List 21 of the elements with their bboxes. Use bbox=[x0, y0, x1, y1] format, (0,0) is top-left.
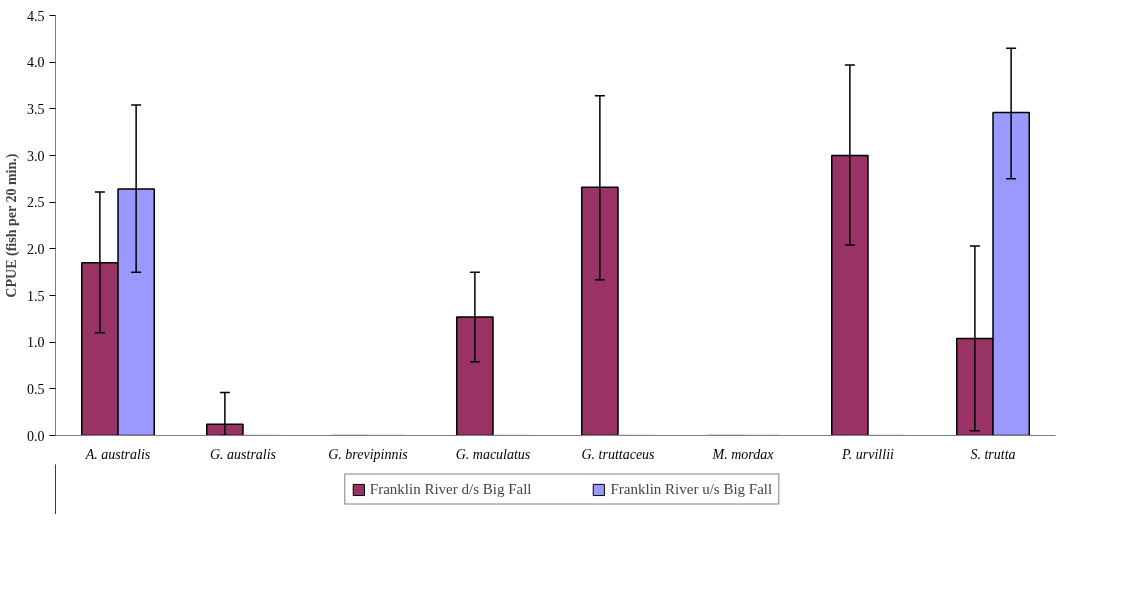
y-tick-label: 0.0 bbox=[27, 428, 45, 444]
y-tick-label: 4.5 bbox=[27, 8, 45, 24]
legend-label: Franklin River u/s Big Fall bbox=[610, 480, 773, 498]
x-tick-label: A. australis bbox=[84, 446, 151, 462]
legend-label: Franklin River d/s Big Fall bbox=[369, 480, 532, 498]
y-tick-label: 1.0 bbox=[27, 335, 45, 351]
x-tick-label: G. brevipinnis bbox=[328, 446, 409, 462]
x-tick-label: G. truttaceus bbox=[581, 446, 656, 462]
y-tick-label: 2.5 bbox=[27, 195, 45, 211]
y-tick-label: 4.0 bbox=[27, 55, 45, 71]
y-tick-label: 2.0 bbox=[27, 241, 45, 257]
y-tick-label: 3.5 bbox=[27, 101, 45, 117]
x-tick-label: M. mordax bbox=[711, 446, 775, 462]
x-tick-label: P. urvillii bbox=[841, 446, 895, 462]
x-tick-label: S. trutta bbox=[970, 446, 1016, 462]
x-tick-label: G. maculatus bbox=[455, 446, 531, 462]
x-tick-label: G. australis bbox=[209, 446, 277, 462]
y-tick-label: 1.5 bbox=[27, 288, 45, 304]
y-axis-title: CPUE (fish per 20 min.) bbox=[4, 153, 20, 298]
y-tick-label: 0.5 bbox=[27, 381, 45, 397]
y-tick-label: 3.0 bbox=[27, 148, 45, 164]
